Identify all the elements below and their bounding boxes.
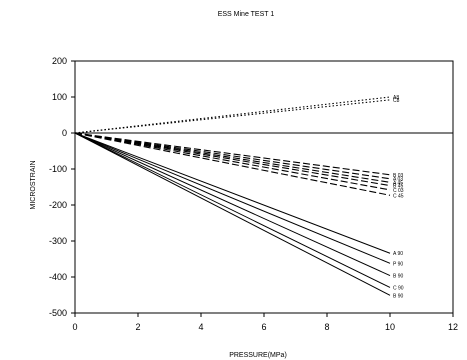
y-tick-label: -500 <box>49 308 67 318</box>
x-tick-label: 10 <box>385 322 395 332</box>
series-line-b-03-2 <box>74 132 391 176</box>
x-tick-label: 2 <box>135 322 140 332</box>
y-axis-label: MICROSTRAIN <box>30 161 37 210</box>
series-label-c-90-11: C 90 <box>393 285 404 291</box>
series-label-b-90-10: B 90 <box>393 274 404 280</box>
y-tick-label: -200 <box>49 200 67 210</box>
series-line-c-45-7 <box>74 132 391 196</box>
series-line-b-90-10 <box>74 132 391 277</box>
y-tick-label: 200 <box>52 56 67 66</box>
y-tick-label: -400 <box>49 272 67 282</box>
series-label-c8-1: C8 <box>393 98 400 104</box>
series-line-b-45-5 <box>74 132 391 187</box>
series-label-a-03-3: A 03 <box>393 177 403 183</box>
series-label-p-90-9: P 90 <box>393 261 403 267</box>
series-line-a-90-8 <box>74 132 391 254</box>
series-label-b-03-2: B 03 <box>393 173 404 179</box>
series-line-c-03-6 <box>74 132 391 191</box>
series-label-a-90-8: A 90 <box>393 251 403 257</box>
x-tick-label: 8 <box>324 322 329 332</box>
x-tick-label: 0 <box>72 322 77 332</box>
series-line-b-90-12 <box>74 132 391 296</box>
x-tick-label: 12 <box>448 322 458 332</box>
y-tick-label: -300 <box>49 236 67 246</box>
series-line-p-90-9 <box>74 132 391 264</box>
series-label-c-03-6: C 03 <box>393 188 404 194</box>
chart-title: ESS Mine TEST 1 <box>218 11 275 18</box>
series-line-c8-1 <box>74 99 391 134</box>
series-label-b-90-12: B 90 <box>393 293 404 299</box>
series-line-a-03-3 <box>74 132 391 180</box>
series-label-c-45-7: C 45 <box>393 193 404 199</box>
y-tick-label: -100 <box>49 164 67 174</box>
series-label-a-45-4: A 45 <box>393 180 403 186</box>
series-line-c-90-11 <box>74 132 391 288</box>
x-tick-label: 4 <box>198 322 203 332</box>
plot-area <box>74 60 454 314</box>
series-label-b-45-5: B 45 <box>393 184 404 190</box>
y-tick-label: 0 <box>62 128 67 138</box>
x-axis-label: PRESSURE(MPa) <box>229 352 287 359</box>
x-tick-label: 6 <box>261 322 266 332</box>
series-label-a8-0: A8 <box>393 95 399 101</box>
y-tick-label: 100 <box>52 92 67 102</box>
